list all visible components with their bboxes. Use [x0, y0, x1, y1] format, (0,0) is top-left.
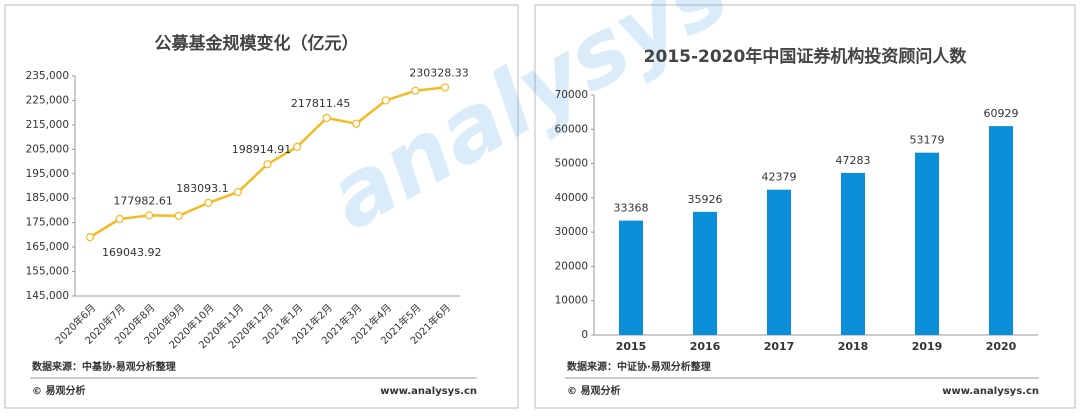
- point: [411, 86, 420, 95]
- value-label: 60929: [984, 107, 1019, 120]
- point: [85, 233, 95, 242]
- y-tick-label: 145,000: [26, 290, 69, 302]
- y-tick-label: 20000: [555, 260, 588, 272]
- y-tick-label: 225,000: [26, 94, 69, 106]
- point: [322, 113, 331, 123]
- panel: [4, 4, 519, 409]
- website: www.analysys.cn: [380, 386, 477, 397]
- y-tick-label: 175,000: [26, 217, 69, 229]
- point: [204, 198, 213, 207]
- bar: [915, 152, 939, 335]
- x-tick-label: 2019: [912, 340, 943, 353]
- point: [145, 211, 154, 220]
- value-label: 198914.91: [232, 143, 292, 156]
- value-label: 230328.33: [409, 66, 469, 79]
- value-label: 47283: [836, 154, 871, 167]
- website: www.analysys.cn: [942, 386, 1039, 397]
- value-label: 177982.61: [113, 194, 173, 207]
- bar: [841, 172, 865, 335]
- bar: [619, 220, 643, 335]
- y-tick-label: 205,000: [26, 143, 69, 155]
- bar: [989, 126, 1013, 335]
- point: [263, 160, 272, 169]
- y-tick-label: 155,000: [26, 266, 69, 278]
- point: [440, 83, 450, 92]
- point: [174, 211, 183, 220]
- y-tick-label: 185,000: [26, 192, 69, 204]
- value-label: 35926: [688, 193, 723, 206]
- point: [352, 119, 361, 128]
- x-tick-label: 2018: [838, 340, 869, 353]
- copyright: © 易观分析: [32, 384, 85, 397]
- point: [292, 142, 302, 151]
- value-label: 33368: [614, 202, 649, 215]
- y-tick-label: 50000: [555, 158, 588, 170]
- value-label: 169043.92: [102, 246, 162, 259]
- y-tick-label: 195,000: [26, 168, 69, 180]
- point: [381, 96, 390, 105]
- x-tick-label: 2015: [616, 340, 647, 353]
- copyright: © 易观分析: [567, 384, 620, 397]
- bar: [767, 189, 791, 335]
- point: [233, 188, 243, 197]
- source-note: 数据来源：中证协·易观分析整理: [567, 360, 711, 373]
- y-tick-label: 215,000: [26, 119, 69, 131]
- chart-title: 公募基金规模变化（亿元）: [155, 33, 359, 54]
- value-label: 183093.1: [176, 182, 229, 195]
- chart-title: 2015-2020年中国证券机构投资顾问人数: [644, 46, 968, 67]
- value-label: 42379: [762, 171, 797, 184]
- y-tick-label: 0: [581, 329, 588, 341]
- x-tick-label: 2016: [690, 340, 721, 353]
- y-tick-label: 235,000: [26, 70, 69, 82]
- x-tick-label: 2017: [764, 340, 795, 353]
- y-tick-label: 40000: [555, 192, 588, 204]
- value-label: 53179: [910, 134, 945, 147]
- y-tick-label: 30000: [555, 226, 588, 238]
- x-tick-label: 2020: [986, 340, 1017, 353]
- y-tick-label: 10000: [555, 295, 588, 307]
- y-tick-label: 60000: [555, 123, 588, 135]
- value-label: 217811.45: [291, 97, 351, 110]
- panel: [534, 4, 1076, 409]
- source-note: 数据来源：中基协·易观分析整理: [32, 360, 176, 373]
- point: [115, 214, 124, 224]
- bar: [693, 211, 717, 335]
- y-tick-label: 165,000: [26, 241, 69, 253]
- y-tick-label: 70000: [555, 89, 588, 101]
